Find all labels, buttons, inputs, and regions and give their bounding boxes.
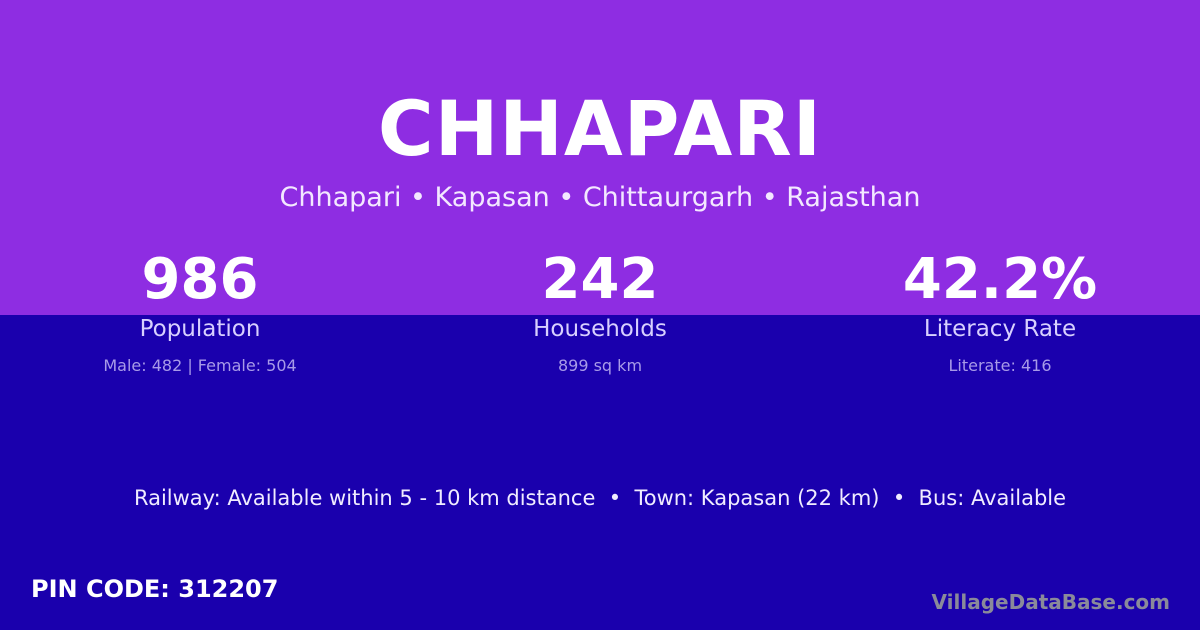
stat-label: Population [139,316,261,342]
stat-households: 242 Households 899 sq km [400,247,800,376]
stat-detail: Literate: 416 [948,356,1052,375]
stat-literacy: 42.2% Literacy Rate Literate: 416 [800,247,1200,376]
breadcrumb: Chhapari • Kapasan • Chittaurgarh • Raja… [279,182,921,213]
stat-label: Literacy Rate [923,316,1077,342]
stat-detail: Male: 482 | Female: 504 [103,356,297,375]
village-title: CHHAPARI [377,84,823,173]
pin-code: PIN CODE: 312207 [31,575,279,603]
brand-watermark: VillageDataBase.com [931,590,1170,614]
stat-label: Households [533,316,667,342]
stat-value: 986 [141,247,259,312]
header-band [0,0,1200,315]
facilities-line: Railway: Available within 5 - 10 km dist… [133,486,1067,510]
stat-population: 986 Population Male: 482 | Female: 504 [0,247,400,376]
stat-value: 42.2% [902,247,1098,312]
stat-detail: 899 sq km [557,356,643,375]
stat-value: 242 [541,247,659,312]
